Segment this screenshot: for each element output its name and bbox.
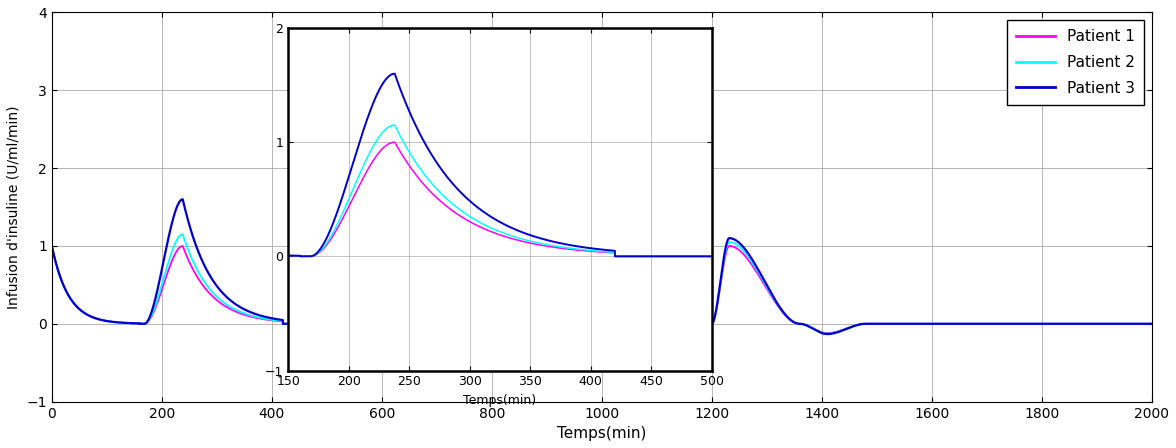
Patient 1 [870,321,884,327]
Legend: Patient 1, Patient 2, Patient 3: Patient 1, Patient 2, Patient 3 [1007,20,1144,105]
Patient 1 [744,262,759,267]
Patient 3 [613,321,627,327]
Patient 2 [549,321,563,327]
Patient 1 [45,243,59,249]
Line: Patient 2: Patient 2 [52,234,1151,334]
Patient 3 [105,319,119,324]
Patient 3 [45,243,59,249]
Patient 1 [1144,321,1158,327]
Patient 2 [820,331,834,336]
Line: Patient 1: Patient 1 [52,246,1151,333]
Patient 3 [400,197,414,202]
Patient 3 [1144,321,1158,327]
Y-axis label: Infusion d'insuline (U/ml/min): Infusion d'insuline (U/ml/min) [7,105,21,309]
Patient 1 [613,321,627,327]
Patient 2 [870,321,884,327]
Patient 3 [820,332,834,337]
Patient 2 [370,300,385,305]
Patient 2 [1144,321,1158,327]
Patient 1 [105,319,119,324]
Patient 3 [370,291,385,297]
X-axis label: Temps(min): Temps(min) [557,426,647,441]
Patient 2 [105,319,119,324]
Patient 1 [549,321,563,327]
Patient 1 [820,331,834,336]
Patient 2 [45,243,59,249]
Patient 2 [613,321,627,327]
Line: Patient 3: Patient 3 [52,199,1151,334]
Patient 1 [370,302,385,308]
Patient 2 [744,259,759,264]
Patient 3 [870,321,884,327]
Patient 3 [744,256,759,261]
Patient 2 [400,232,414,237]
Patient 3 [549,321,563,327]
